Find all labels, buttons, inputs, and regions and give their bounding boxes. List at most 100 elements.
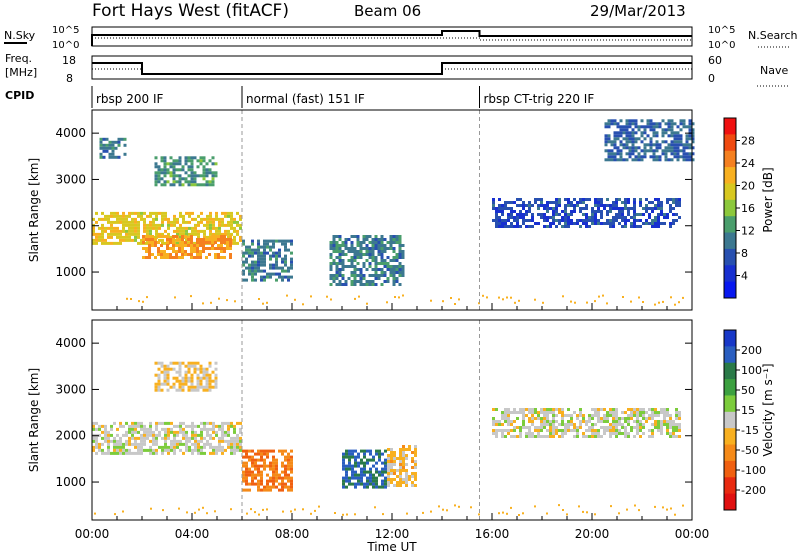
heatmap-cell	[137, 436, 140, 440]
heatmap-cell	[642, 408, 645, 411]
heatmap-cell	[522, 420, 525, 423]
heatmap-cell	[236, 436, 239, 440]
heatmap-cell	[631, 131, 635, 135]
heatmap-cell	[622, 146, 626, 150]
heatmap-cell	[251, 458, 254, 462]
heatmap-cell	[570, 222, 573, 225]
heatmap-cell	[651, 408, 654, 411]
heatmap-cell	[579, 201, 582, 204]
heatmap-cell	[661, 134, 665, 138]
heatmap-cell	[616, 158, 620, 162]
heatmap-cell	[111, 140, 115, 144]
colorbar-swatch	[724, 118, 736, 135]
heatmap-cell	[332, 235, 336, 238]
heatmap-cell	[155, 229, 158, 233]
heatmap-cell	[227, 421, 230, 425]
heatmap-cell	[549, 225, 552, 228]
heatmap-cell	[102, 149, 106, 153]
heatmap-cell	[579, 414, 582, 417]
heatmap-cell	[414, 466, 417, 469]
heatmap-cell	[374, 283, 378, 286]
heatmap-cell	[187, 174, 191, 178]
heatmap-cell	[354, 461, 357, 465]
heatmap-cell	[332, 241, 336, 244]
heatmap-cell	[682, 504, 684, 507]
heatmap-cell	[401, 256, 405, 259]
heatmap-cell	[615, 426, 618, 429]
heatmap-cell	[134, 427, 137, 431]
heatmap-cell	[148, 244, 151, 247]
heatmap-cell	[272, 251, 275, 255]
heatmap-cell	[229, 238, 232, 241]
heatmap-cell	[669, 207, 672, 210]
heatmap-cell	[209, 445, 212, 449]
heatmap-cell	[218, 223, 221, 227]
heatmap-cell	[365, 238, 369, 241]
heatmap-cell	[176, 433, 179, 437]
heatmap-cell	[561, 411, 564, 414]
heatmap-cell	[504, 417, 507, 420]
heatmap-cell	[175, 244, 178, 247]
heatmap-cell	[688, 143, 692, 147]
heatmap-cell	[226, 247, 229, 250]
heatmap-cell	[576, 417, 579, 420]
heatmap-cell	[606, 420, 609, 423]
heatmap-cell	[613, 131, 617, 135]
heatmap-cell	[140, 421, 143, 425]
heatmap-cell	[335, 262, 339, 265]
heatmap-cell	[290, 464, 293, 468]
heatmap-cell	[248, 455, 251, 459]
heatmap-cell	[149, 232, 152, 236]
heatmap-cell	[190, 247, 193, 250]
heatmap-cell	[371, 238, 375, 241]
heatmap-cell	[633, 219, 636, 222]
heatmap-cell	[543, 204, 546, 207]
heatmap-cell	[495, 423, 498, 426]
heatmap-cell	[269, 272, 272, 276]
heatmap-cell	[628, 137, 632, 141]
heatmap-cell	[669, 414, 672, 417]
heatmap-cell	[95, 451, 98, 455]
heatmap-cell	[357, 461, 360, 465]
heatmap-cell	[266, 272, 269, 276]
heatmap-cell	[205, 379, 209, 383]
heatmap-cell	[184, 364, 188, 368]
heatmap-cell	[348, 449, 351, 453]
heatmap-cell	[185, 211, 188, 215]
heatmap-cell	[211, 241, 214, 244]
heatmap-cell	[335, 265, 339, 268]
heatmap-cell	[667, 134, 671, 138]
heatmap-cell	[609, 408, 612, 411]
heatmap-cell	[230, 214, 233, 218]
heatmap-cell	[99, 143, 103, 147]
heatmap-cell	[657, 429, 660, 432]
heatmap-cell	[673, 155, 677, 159]
heatmap-cell	[203, 424, 206, 428]
heatmap-cell	[672, 429, 675, 432]
heatmap-cell	[157, 180, 161, 184]
heatmap-cell	[561, 219, 564, 222]
heatmap-cell	[663, 414, 666, 417]
heatmap-cell	[134, 436, 137, 440]
heatmap-cell	[678, 435, 681, 438]
heatmap-cell	[639, 219, 642, 222]
heatmap-cell	[178, 156, 182, 160]
heatmap-cell	[510, 506, 512, 509]
heatmap-cell	[594, 210, 597, 213]
heatmap-cell	[676, 137, 680, 141]
heatmap-cell	[377, 250, 381, 253]
heatmap-cell	[329, 256, 333, 259]
heatmap-cell	[140, 451, 143, 455]
heatmap-cell	[116, 220, 119, 224]
heatmap-cell	[667, 125, 671, 129]
heatmap-cell	[335, 271, 339, 274]
heatmap-cell	[149, 439, 152, 443]
heatmap-cell	[470, 506, 472, 509]
heatmap-cell	[627, 219, 630, 222]
heatmap-cell	[110, 223, 113, 227]
heatmap-cell	[263, 251, 266, 255]
heatmap-cell	[202, 367, 206, 371]
heatmap-cell	[390, 454, 393, 457]
heatmap-cell	[654, 216, 657, 219]
heatmap-cell	[612, 420, 615, 423]
